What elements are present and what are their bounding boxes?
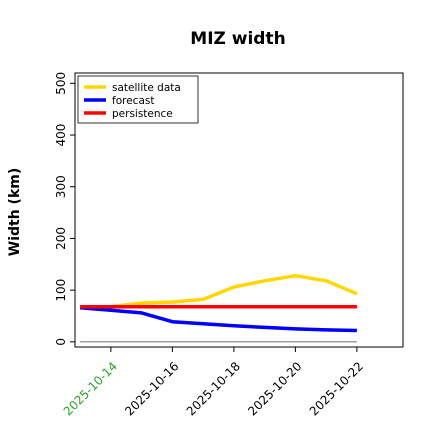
y-tick-label: 200 xyxy=(54,227,68,250)
x-tick-label: 2025-10-20 xyxy=(245,359,304,418)
y-tick-label: 500 xyxy=(54,72,68,95)
series-line-0 xyxy=(80,273,358,310)
y-tick-label: 100 xyxy=(54,279,68,302)
y-tick-label: 300 xyxy=(54,175,68,198)
plot-frame xyxy=(74,72,404,348)
legend-label-0: satellite data xyxy=(112,82,181,94)
legend-label-2: persistence xyxy=(112,108,173,120)
chart-title: MIZ width xyxy=(190,29,285,49)
x-tick-label: 2025-10-22 xyxy=(307,359,366,418)
series-line-1 xyxy=(79,305,357,333)
y-tick-label: 400 xyxy=(54,124,68,147)
x-tick-label: 2025-10-16 xyxy=(122,359,181,418)
legend-label-1: forecast xyxy=(112,95,154,107)
x-tick-label: 2025-10-18 xyxy=(184,359,243,418)
x-tick-label: 2025-10-14 xyxy=(61,359,120,418)
y-axis-label: Width (km) xyxy=(7,168,23,257)
y-tick-label: 0 xyxy=(54,338,68,346)
